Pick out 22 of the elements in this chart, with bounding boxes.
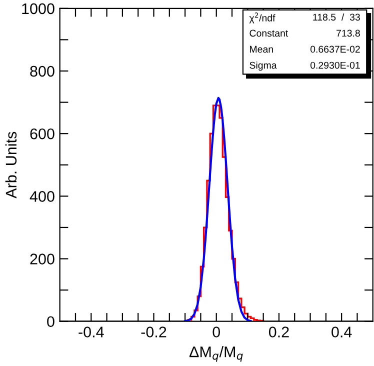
annotation: 118.5 / 33 bbox=[313, 13, 360, 21]
line-series bbox=[184, 96, 252, 322]
y-tick-label: 1000 bbox=[22, 3, 54, 14]
y-tick-label: 400 bbox=[30, 191, 54, 202]
y-tick-label: 800 bbox=[30, 66, 54, 77]
y-tick-label: 200 bbox=[30, 254, 54, 264]
annotation: 0.2930E-01 bbox=[310, 62, 360, 69]
x-tick-label: 0.2 bbox=[268, 326, 289, 338]
x-tick-label: -0.4 bbox=[78, 326, 104, 338]
x-tick-label: 0 bbox=[212, 326, 220, 338]
annotation: χ$^{2}$/ndf bbox=[249, 12, 276, 24]
y-axis-title: Arb. Units bbox=[5, 132, 17, 198]
annotation: Constant bbox=[250, 30, 288, 37]
x-tick-label: -0.2 bbox=[141, 326, 166, 338]
annotation: Sigma bbox=[250, 62, 277, 71]
y-tick-label: 600 bbox=[30, 128, 54, 140]
x-axis-title: ΔM$_{q}$/M$_{q}$ bbox=[189, 346, 243, 362]
y-tick-label: 0 bbox=[47, 316, 54, 328]
annotation: 713.8 bbox=[336, 30, 360, 37]
annotation: Mean bbox=[250, 46, 273, 53]
x-tick-label: 0.4 bbox=[332, 326, 352, 338]
annotation: 0.6637E-02 bbox=[310, 46, 360, 53]
